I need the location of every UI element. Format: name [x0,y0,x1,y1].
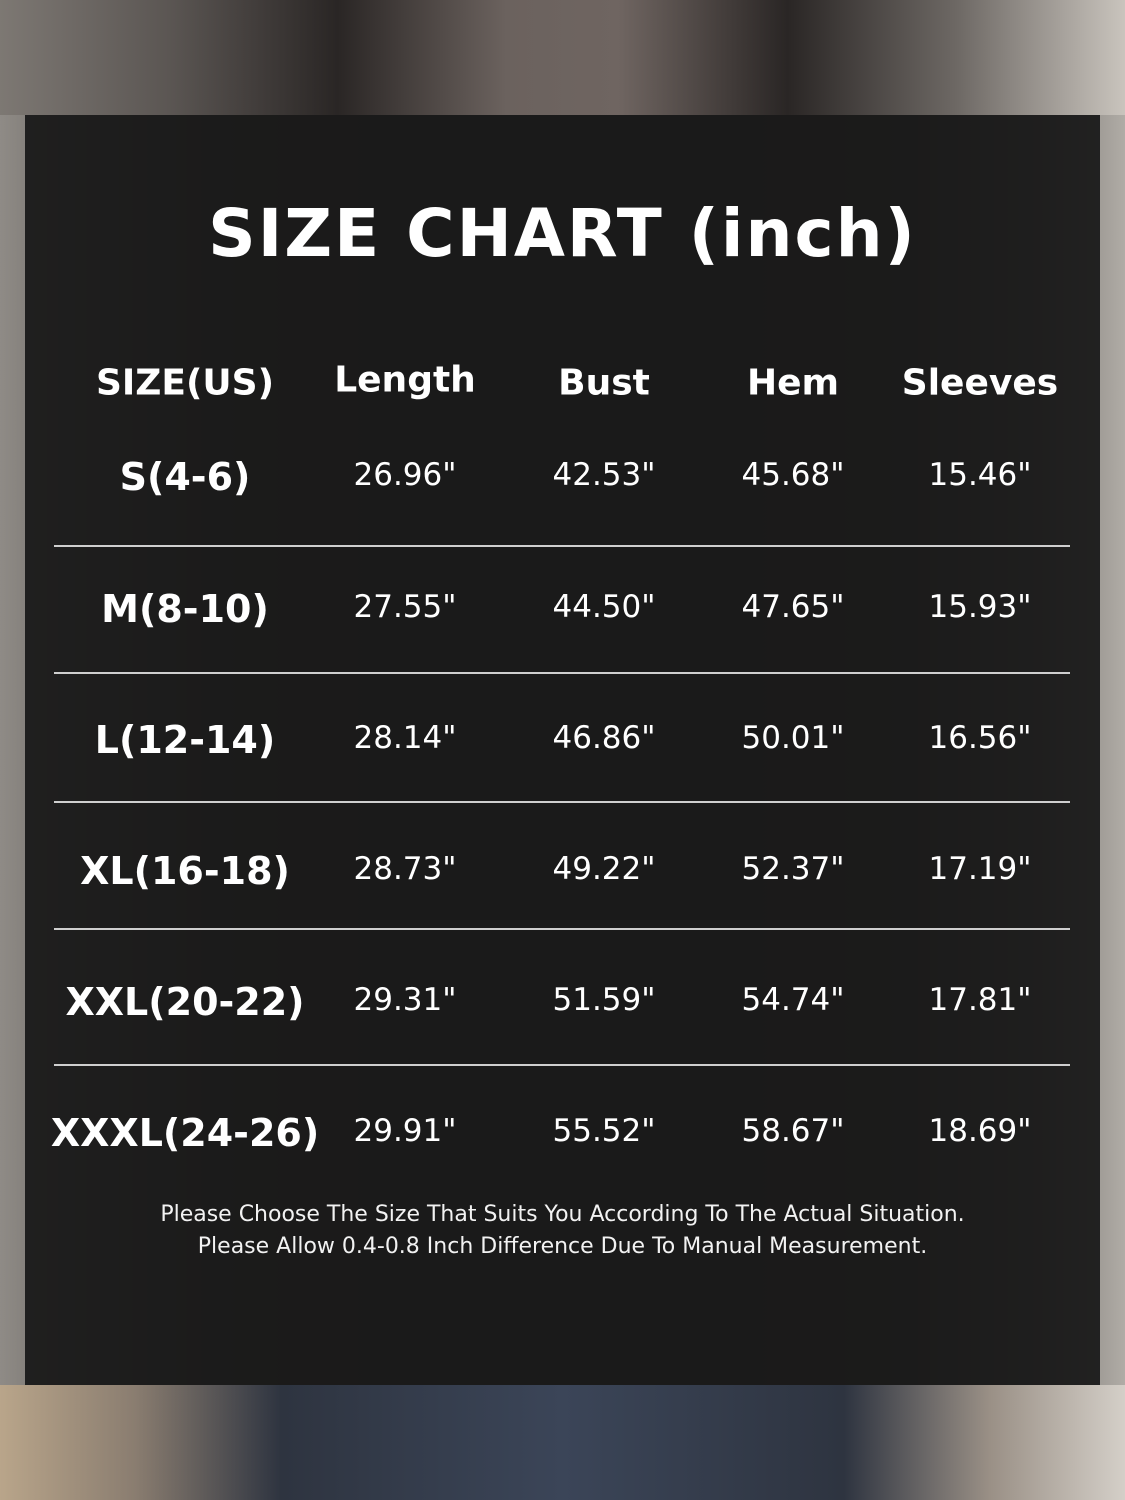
measurement-sleeves: 16.56" [928,720,1032,756]
measurement-bust: 44.50" [552,589,656,625]
measurement-hem: 52.37" [741,851,845,887]
measurement-hem: 50.01" [741,720,845,756]
measurement-length: 26.96" [353,457,457,493]
size-label: L(12-14) [94,718,276,762]
row-divider [54,928,1070,930]
measurement-bust: 55.52" [552,1113,656,1149]
measurement-hem: 54.74" [741,982,845,1018]
background-photo-bottom [0,1385,1125,1500]
measurement-hem: 45.68" [741,457,845,493]
column-header-size: SIZE(US) [95,362,275,404]
column-header-sleeves: Sleeves [901,362,1059,404]
background-photo-top [0,0,1125,115]
size-label: S(4-6) [119,455,251,499]
measurement-length: 27.55" [353,589,457,625]
size-chart-panel [25,115,1100,1385]
measurement-length: 28.73" [353,851,457,887]
measurement-sleeves: 15.46" [928,457,1032,493]
size-label: XXL(20-22) [65,980,305,1024]
row-divider [54,672,1070,674]
measurement-length: 29.91" [353,1113,457,1149]
measurement-sleeves: 17.81" [928,982,1032,1018]
measurement-bust: 49.22" [552,851,656,887]
measurement-sleeves: 17.19" [928,851,1032,887]
column-header-hem: Hem [746,362,840,404]
measurement-sleeves: 18.69" [928,1113,1032,1149]
size-label: M(8-10) [101,587,269,631]
measurement-sleeves: 15.93" [928,589,1032,625]
column-header-bust: Bust [558,362,650,404]
measurement-bust: 51.59" [552,982,656,1018]
size-chart-title: SIZE CHART (inch) [208,195,917,272]
row-divider [54,801,1070,803]
measurement-bust: 42.53" [552,457,656,493]
note-choose-size: Please Choose The Size That Suits You Ac… [160,1202,965,1227]
note-measurement-difference: Please Allow 0.4-0.8 Inch Difference Due… [197,1234,928,1259]
size-label: XL(16-18) [80,849,290,893]
measurement-bust: 46.86" [552,720,656,756]
row-divider [54,1064,1070,1066]
measurement-hem: 58.67" [741,1113,845,1149]
column-header-length: Length [334,359,476,401]
measurement-length: 29.31" [353,982,457,1018]
size-label: XXXL(24-26) [50,1111,320,1155]
measurement-length: 28.14" [353,720,457,756]
measurement-hem: 47.65" [741,589,845,625]
row-divider [54,545,1070,547]
